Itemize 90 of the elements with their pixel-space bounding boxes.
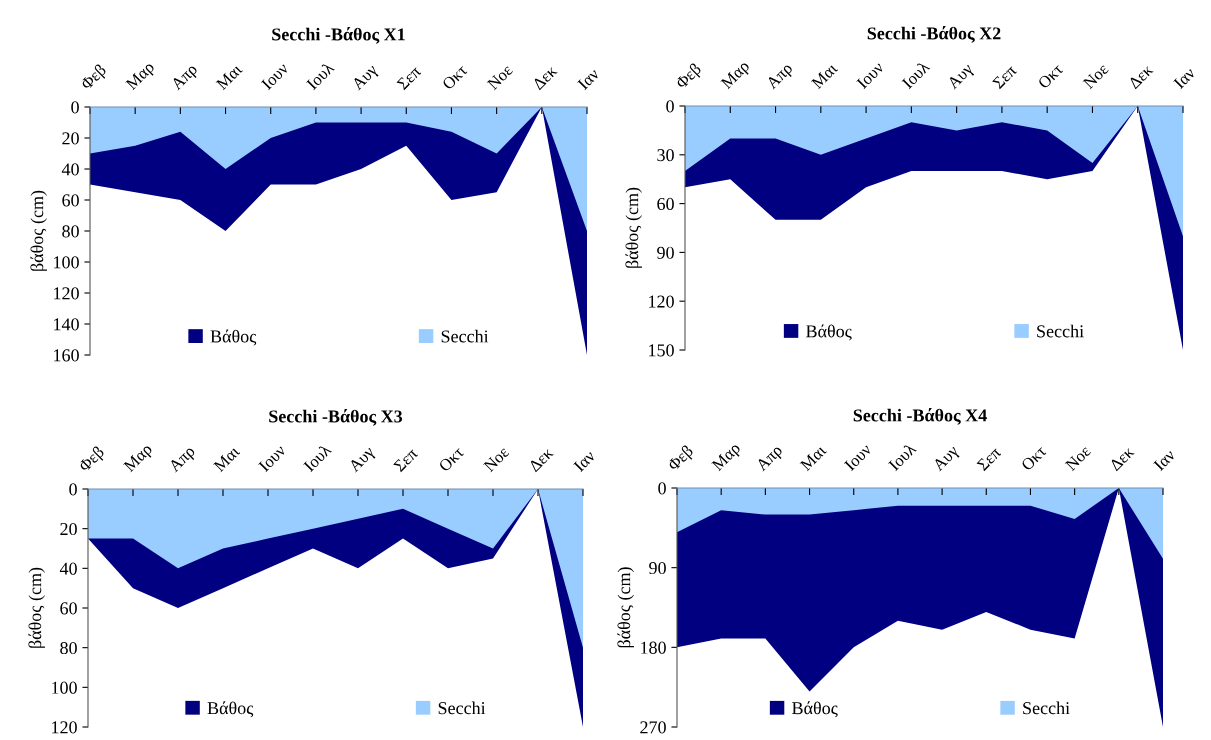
chart-title: Secchi -Βάθος X1 [272,26,405,44]
legend-label: Secchi [438,701,486,715]
y-tick-label: 0 [71,101,79,114]
x-tick-label: Δεκ [531,64,558,91]
x-tick-label: Σεπ [976,446,1002,472]
y-axis-title: βάθος (cm) [625,187,642,268]
x-tick-label: Ιουλ [302,443,332,473]
x-tick-label: Οκτ [1020,444,1047,472]
x-tick-label: Σεπ [393,447,419,473]
x-tick-label: Ιουλ [305,61,335,91]
chart-title: Secchi -Βάθος X2 [867,25,1001,43]
x-tick-label: Αυγ [347,445,378,475]
y-tick-label: 0 [69,483,77,496]
x-tick-label: Αυγ [350,63,381,93]
y-axis-title: βάθος (cm) [28,567,45,648]
y-tick-label: 120 [649,295,674,308]
legend-label: Βάθος [207,701,254,718]
x-tick-label: Μαι [799,444,827,472]
x-tick-label: Μαι [810,62,839,90]
y-tick-label: 100 [52,681,77,694]
chart-title: Secchi -Βάθος X3 [269,408,403,426]
x-tick-label: Ιουν [258,444,287,473]
y-tick-label: 150 [649,344,674,357]
y-tick-label: 60 [657,197,674,211]
y-tick-label: 60 [60,602,77,615]
x-tick-label: Μαρ [123,442,156,475]
y-tick-label: 140 [54,318,79,331]
x-tick-label: Νοε [483,445,510,473]
x-tick-label: Μαρ [711,441,744,474]
x-tick-label: Νοε [1082,62,1110,90]
x-tick-label: Ιουλ [900,60,931,90]
y-tick-label: 160 [54,349,79,362]
y-tick-label: 30 [657,149,674,162]
x-tick-label: Φεβ [674,62,705,92]
x-tick-label: Ιαν [1153,448,1176,472]
x-tick-label: Μαρ [720,59,753,92]
y-tick-label: 270 [640,721,666,734]
x-tick-label: Νοε [1064,444,1092,472]
x-tick-label: Φεβ [79,63,110,93]
x-tick-label: Φεβ [666,444,697,474]
chart-title: Secchi -Βάθος X4 [853,407,987,425]
y-tick-label: 80 [62,225,79,238]
x-tick-label: Οκτ [438,445,465,473]
x-tick-label: Απρ [765,61,796,92]
y-tick-label: 80 [60,641,77,655]
x-tick-label: Ιαν [573,449,596,473]
x-tick-label: Απρ [167,444,198,475]
x-tick-label: Φεβ [77,445,108,475]
x-tick-label: Οκτ [1037,62,1064,90]
x-tick-label: Ιουν [843,443,873,472]
y-tick-label: 90 [649,561,666,575]
x-tick-label: Δεκ [528,446,554,473]
x-tick-label: Οκτ [441,63,468,91]
y-tick-label: 90 [657,246,674,259]
y-tick-label: 60 [62,194,79,207]
legend-label: Βάθος [792,701,838,718]
legend-label: Secchi [1023,701,1070,715]
y-tick-label: 0 [666,100,674,113]
y-tick-label: 0 [658,482,666,495]
y-tick-label: 180 [641,641,666,654]
legend-label: Βάθος [210,329,257,346]
x-tick-label: Δεκ [1127,63,1154,90]
y-tick-label: 20 [62,132,79,145]
x-tick-label: Μαι [215,63,243,91]
y-tick-label: 20 [60,522,77,536]
x-tick-label: Ιουλ [887,442,917,472]
x-tick-label: Μαρ [125,60,158,93]
x-tick-label: Ιαν [577,67,600,91]
x-tick-label: Δεκ [1108,445,1135,472]
y-tick-label: 40 [59,562,77,575]
y-tick-label: 100 [54,256,79,269]
x-tick-label: Ιαν [1173,66,1196,90]
legend-label: Secchi [441,329,489,343]
y-tick-label: 120 [52,721,77,734]
x-tick-label: Αυγ [946,62,976,92]
x-tick-label: Αυγ [931,444,962,474]
x-tick-label: Απρ [755,443,786,474]
y-tick-label: 120 [54,287,79,300]
x-tick-label: Σεπ [396,65,422,91]
y-axis-title: βάθος (cm) [617,567,634,648]
x-tick-label: Ιουν [856,61,885,90]
x-tick-label: Σεπ [992,64,1018,90]
x-tick-label: Ιουν [260,62,290,91]
legend-label: Βάθος [806,324,852,341]
legend-label: Secchi [1037,324,1084,338]
x-tick-label: Νοε [486,63,514,91]
x-tick-label: Απρ [170,62,201,93]
y-tick-label: 40 [61,163,79,176]
x-tick-label: Μαι [213,445,241,473]
y-axis-title: βάθος (cm) [30,190,47,271]
